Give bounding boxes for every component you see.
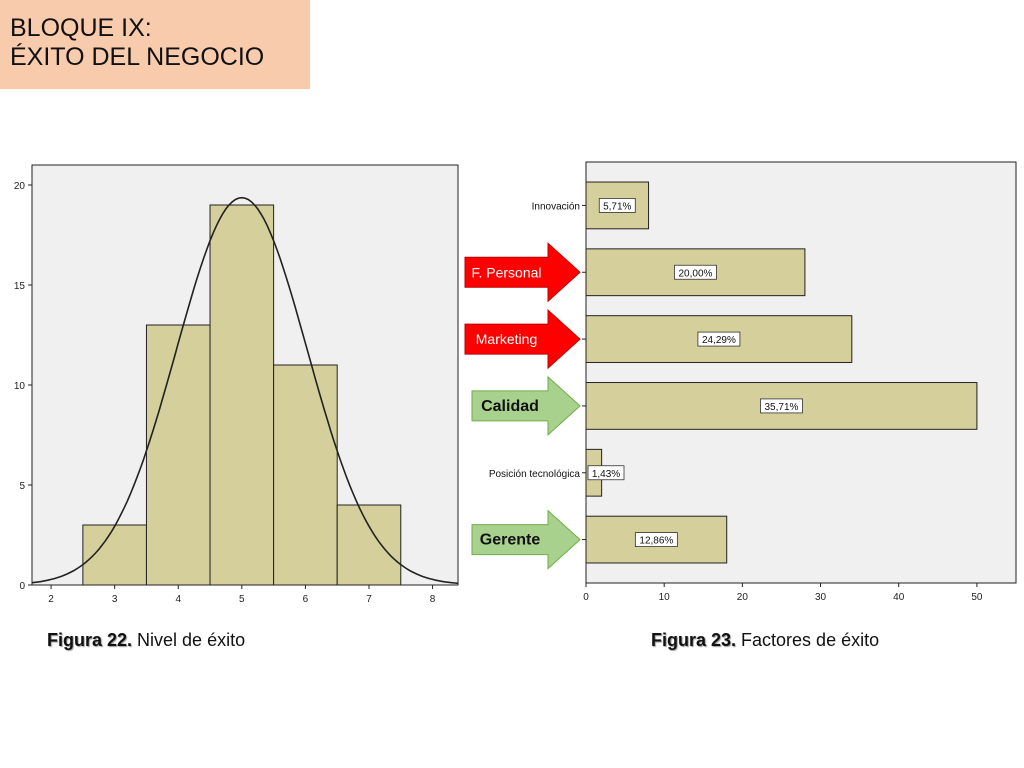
callout-arrow-green xyxy=(471,375,581,437)
x-tick-label: 7 xyxy=(366,594,372,605)
x-tick-label: 50 xyxy=(971,592,983,603)
x-tick-label: 4 xyxy=(175,594,181,605)
slide-title-line-2: ÉXITO DEL NEGOCIO xyxy=(10,43,265,71)
histogram-bar xyxy=(273,364,338,586)
y-tick-label: 15 xyxy=(14,281,26,292)
figure-22-label: Figura 22. xyxy=(47,630,133,650)
x-tick-label: 40 xyxy=(893,592,905,603)
data-label-box xyxy=(760,398,803,414)
x-tick-label: 6 xyxy=(303,594,309,605)
histogram-bar xyxy=(82,524,147,586)
callout-arrow-green xyxy=(471,509,581,570)
category-label: Innovación xyxy=(532,201,580,212)
callout-arrow-label: F. Personal xyxy=(471,264,541,280)
data-label: 12,86% xyxy=(639,536,673,547)
figure-23-label: Figura 23. xyxy=(651,630,737,650)
data-label: 20,00% xyxy=(678,268,712,279)
data-label: 1,43% xyxy=(592,469,620,480)
callout-arrow-label: Marketing xyxy=(476,331,537,347)
figure-22-text: Nivel de éxito xyxy=(132,630,246,650)
x-tick-label: 10 xyxy=(659,592,671,603)
data-label-box xyxy=(697,331,741,347)
x-tick-label: 30 xyxy=(815,592,827,603)
slide-title-line-1: BLOQUE IX: xyxy=(10,14,152,42)
data-label-box xyxy=(587,465,625,481)
histogram-bar xyxy=(336,504,402,586)
y-tick-label: 0 xyxy=(19,581,25,592)
title-box: BLOQUE IX: ÉXITO DEL NEGOCIO xyxy=(0,0,310,89)
data-label: 24,29% xyxy=(702,335,736,346)
figure-23-caption: Figura 23. Factores de éxito xyxy=(651,630,879,651)
callout-arrow-label: Gerente xyxy=(480,532,541,549)
category-label: Posición tecnológica xyxy=(489,469,581,480)
data-label: 5,71% xyxy=(603,201,631,212)
data-label: 35,71% xyxy=(764,402,798,413)
figure-22-caption: Figura 22. Nivel de éxito xyxy=(47,630,245,651)
x-tick-label: 3 xyxy=(112,594,118,605)
data-label-box xyxy=(634,532,678,547)
histogram-bar xyxy=(209,204,275,586)
data-label-box xyxy=(674,264,717,280)
normal-curve-line xyxy=(31,196,459,585)
x-tick-label: 0 xyxy=(583,592,589,603)
x-tick-label: 2 xyxy=(48,594,54,605)
x-tick-label: 8 xyxy=(430,594,436,605)
callout-arrow-red xyxy=(464,308,581,370)
factors-plot-area xyxy=(585,161,1017,584)
y-tick-label: 10 xyxy=(14,381,26,392)
data-label-box xyxy=(598,198,636,213)
callout-arrow-label: Calidad xyxy=(481,398,539,415)
y-tick-label: 20 xyxy=(14,181,26,192)
x-tick-label: 5 xyxy=(239,594,245,605)
y-tick-label: 5 xyxy=(19,481,25,492)
x-tick-label: 20 xyxy=(737,592,749,603)
callout-arrow-red xyxy=(464,242,581,303)
figure-23-text: Factores de éxito xyxy=(736,630,880,650)
histogram-bar xyxy=(145,324,211,586)
